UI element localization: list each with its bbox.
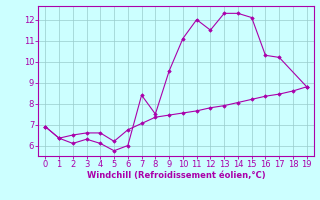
X-axis label: Windchill (Refroidissement éolien,°C): Windchill (Refroidissement éolien,°C) (87, 171, 265, 180)
